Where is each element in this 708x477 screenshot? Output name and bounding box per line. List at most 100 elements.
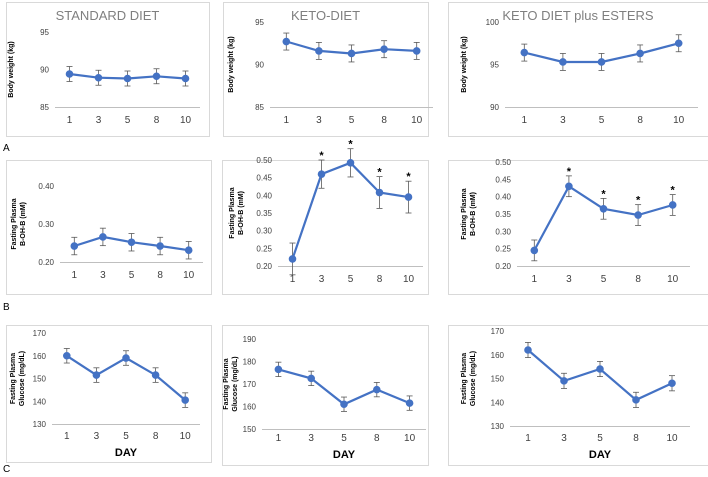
y-tick-label: 95: [40, 28, 49, 37]
data-point: [317, 170, 326, 178]
y-axis-title: Fasting Plasma: [11, 198, 18, 249]
row-label-a: A: [3, 143, 10, 154]
data-point: [156, 242, 164, 250]
y-axis-title: B-OH-B (mM): [238, 191, 245, 235]
chart-panel-b3: Fasting Plasma B-OH-B (mM) 0.20 0.25 0.30 0.3…: [448, 158, 708, 295]
x-tick-label: 5: [597, 433, 603, 444]
y-tick-label: 170: [491, 327, 505, 336]
x-tick-label: 10: [180, 431, 192, 442]
chart-panel-a1: STANDARD DIET Body weight (kg) 85 90 95 1 3 5 8 1…: [6, 2, 210, 137]
data-point: [634, 211, 642, 219]
x-tick-label: 10: [404, 433, 416, 444]
y-tick-label: 0.50: [495, 158, 511, 167]
data-point: [122, 354, 130, 362]
chart-title: KETO-DIET: [291, 8, 360, 23]
panel-border: [223, 2, 429, 137]
x-tick-label: 10: [667, 274, 679, 285]
data-point: [63, 351, 71, 360]
data-point: [559, 58, 567, 66]
x-axis-title: DAY: [589, 449, 612, 461]
x-tick-label: 8: [637, 115, 643, 126]
x-tick-label: 3: [100, 270, 106, 281]
y-tick-label: 140: [33, 397, 47, 406]
chart-panel-c3: Fasting Plasma Glucose (mg/dL) 130 140 150 16…: [448, 325, 708, 466]
y-axis-title: Body weight (kg): [8, 41, 15, 97]
data-point: [94, 73, 103, 82]
chart-panel-a2: KETO-DIET Body weight (kg) 85 90 95 1 3 5 8 10: [223, 2, 433, 137]
data-point: [151, 371, 160, 379]
y-tick-label: 0.40: [495, 193, 511, 202]
y-axis-title: Glucose (mg/dL): [19, 351, 26, 406]
y-tick-label: 100: [486, 18, 500, 27]
x-tick-label: 3: [319, 274, 325, 285]
y-tick-label: 95: [490, 61, 499, 70]
data-point: [636, 49, 644, 58]
y-tick-label: 150: [243, 425, 257, 434]
panel-border: [222, 160, 429, 295]
chart-panel-a3: KETO DIET plus ESTERS Body weight (kg) 90 9…: [448, 2, 708, 137]
y-axis-title: Fasting Plasma: [461, 188, 468, 239]
x-tick-label: 1: [72, 270, 78, 281]
data-point: [184, 246, 193, 255]
y-tick-label: 140: [491, 398, 505, 407]
panel-border: [6, 2, 210, 137]
y-tick-label: 170: [243, 380, 257, 389]
data-point: [530, 246, 539, 255]
x-axis-title: DAY: [333, 449, 356, 461]
x-axis-title: DAY: [115, 447, 138, 459]
x-tick-label: 1: [67, 115, 73, 126]
significance-marker: *: [567, 166, 572, 178]
significance-marker: *: [348, 139, 353, 151]
data-point: [597, 58, 606, 66]
row-label-b: B: [3, 302, 10, 313]
data-point: [181, 396, 189, 404]
x-tick-label: 8: [153, 431, 159, 442]
y-tick-label: 170: [33, 329, 47, 338]
panel-border: [448, 160, 708, 295]
data-point: [127, 238, 136, 247]
x-tick-label: 8: [635, 274, 641, 285]
x-tick-label: 10: [673, 115, 685, 126]
x-tick-label: 10: [180, 115, 192, 126]
y-tick-label: 160: [491, 351, 505, 360]
y-axis-title: B-OH-B (mM): [20, 202, 27, 246]
x-tick-label: 10: [666, 433, 678, 444]
panel-border: [448, 325, 708, 466]
y-tick-label: 160: [33, 352, 47, 361]
y-tick-label: 90: [255, 61, 264, 70]
data-point: [181, 74, 190, 83]
data-point: [307, 374, 316, 383]
panel-border: [6, 160, 212, 295]
data-point: [315, 47, 323, 55]
data-point: [340, 400, 348, 409]
chart-panel-b2: Fasting Plasma B-OH-B (mM) 0.20 0.25 0.30 0.3…: [222, 139, 429, 295]
significance-marker: *: [319, 150, 324, 162]
data-point: [375, 188, 384, 197]
significance-marker: *: [377, 167, 382, 179]
data-point: [560, 377, 568, 385]
x-tick-label: 3: [561, 433, 567, 444]
x-tick-label: 3: [560, 115, 566, 126]
x-tick-label: 5: [601, 274, 607, 285]
y-tick-label: 130: [491, 422, 505, 431]
x-tick-label: 1: [276, 433, 282, 444]
y-tick-label: 0.35: [256, 209, 272, 218]
y-tick-label: 0.25: [256, 244, 272, 253]
x-tick-label: 10: [183, 270, 195, 281]
x-tick-label: 5: [125, 115, 131, 126]
y-tick-label: 0.45: [256, 174, 272, 183]
data-point: [668, 201, 677, 209]
panel-border: [222, 325, 429, 466]
x-tick-label: 8: [377, 274, 383, 285]
significance-marker: *: [601, 188, 606, 200]
data-point: [520, 48, 529, 57]
data-point: [347, 49, 356, 58]
x-tick-label: 3: [94, 431, 100, 442]
y-tick-label: 0.40: [256, 191, 272, 200]
chart-panel-b1: Fasting Plasma B-OH-B (mM) 0.20 0.30 0.40 1 3 5…: [6, 160, 212, 295]
y-tick-label: 0.30: [495, 227, 511, 236]
x-tick-label: 10: [403, 274, 415, 285]
data-point: [596, 365, 604, 373]
y-axis-title: B-OH-B (mM): [470, 192, 477, 236]
y-tick-label: 0.20: [495, 262, 511, 271]
